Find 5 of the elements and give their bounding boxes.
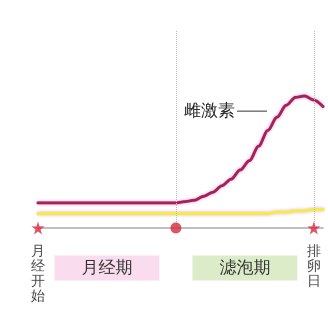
x-tick-label: 排卵日 [306,244,321,290]
text: 月经期 [81,258,132,278]
x-tick-label: 月经开始 [31,244,45,304]
series-label: 雌激素 [184,101,236,122]
text: 滤泡期 [219,258,270,278]
